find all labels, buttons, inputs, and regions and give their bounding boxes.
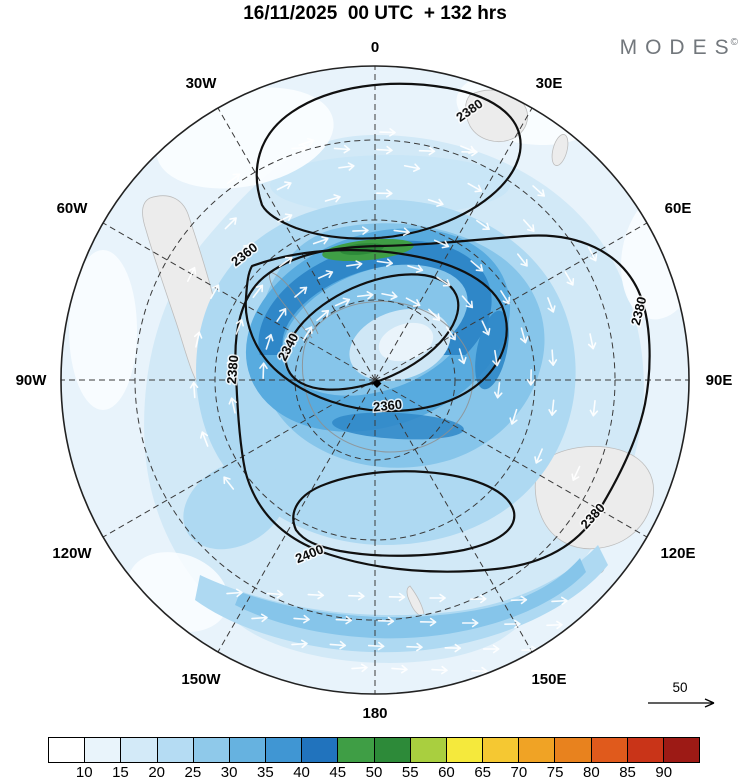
colorbar-tick-label: 55 [401, 764, 419, 781]
colorbar-cell [663, 738, 700, 762]
contour-label: 2380 [224, 355, 241, 385]
colorbar-tick-label: 60 [438, 764, 455, 781]
contour-2380-ring [234, 234, 651, 573]
colorbar-tick-label: 35 [256, 764, 274, 781]
contour-2340 [284, 273, 460, 391]
polar-stereographic-map: 2380 2360 2340 2360 2380 2380 2380 2400 … [16, 39, 733, 722]
map-disc: 2380 2360 2340 2360 2380 2380 2380 2400 [61, 66, 689, 694]
contour-2400 [292, 470, 516, 557]
colorbar-cell [627, 738, 664, 762]
wind-vector-arrows [186, 128, 599, 676]
longitude-label: 120E [660, 545, 695, 562]
colorbar-tick-label: 15 [112, 764, 129, 781]
vector-reference-key: 50 [648, 680, 715, 708]
contour-2380-north-loop [255, 82, 522, 240]
longitude-label: 30E [536, 75, 563, 92]
colorbar-tick-label: 70 [510, 764, 528, 781]
contour-2360 [244, 248, 508, 413]
colorbar-cell [446, 738, 484, 762]
map-boundary-circle [60, 65, 690, 695]
vector-reference-arrow [648, 698, 715, 708]
colorbar-cell [338, 738, 375, 762]
colorbar-cell [193, 738, 230, 762]
australia [534, 446, 654, 550]
colorbar-cell [266, 738, 303, 762]
height-contours [234, 82, 651, 573]
longitude-label: 60E [665, 200, 692, 217]
colorbar-tick-labels: 10 15 20 25 30 35 40 45 50 55 60 65 70 75 80 85 90 [48, 764, 700, 782]
longitude-label: 180 [362, 705, 387, 722]
colorbar [48, 737, 700, 763]
colorbar-tick-label: 75 [546, 764, 564, 781]
colorbar-tick-label: 45 [329, 764, 347, 781]
vector-reference-label: 50 [672, 680, 687, 695]
contour-label: 2360 [372, 397, 402, 415]
colorbar-cell [49, 738, 86, 762]
colorbar-cell [519, 738, 556, 762]
colorbar-cell [591, 738, 628, 762]
longitude-label: 120W [52, 545, 92, 562]
colorbar-cell [157, 738, 194, 762]
colorbar-tick-label: 80 [582, 764, 600, 781]
graticule [61, 66, 689, 694]
chart-title: 16/11/2025 00 UTC + 132 hrs [243, 3, 507, 24]
pole-marker [372, 379, 382, 388]
longitude-label: 150E [531, 671, 566, 688]
colorbar-cell [229, 738, 267, 762]
longitude-label: 30W [186, 75, 218, 92]
longitude-label: 90W [16, 372, 48, 389]
colorbar-cell [374, 738, 411, 762]
longitude-label: 0 [371, 39, 379, 56]
colorbar-tick-label: 40 [293, 764, 310, 781]
longitude-label: 90E [706, 372, 733, 389]
colorbar-cell [121, 738, 158, 762]
colorbar-tick-label: 85 [619, 764, 636, 781]
modes-logo: MODES© [620, 36, 738, 60]
colorbar-tick-label: 30 [220, 764, 238, 781]
colorbar-cell [555, 738, 592, 762]
colorbar-tick-label: 10 [75, 764, 93, 781]
colorbar-tick-label: 25 [184, 764, 202, 781]
new-zealand-north [406, 585, 425, 616]
madagascar [551, 134, 569, 166]
colorbar-tick-label: 90 [655, 764, 673, 781]
colorbar-tick-label: 65 [474, 764, 491, 781]
colorbar-cell [302, 738, 339, 762]
copyright-mark: © [730, 37, 738, 48]
colorbar-cell [85, 738, 122, 762]
longitude-label: 60W [57, 200, 89, 217]
colorbar-cell [483, 738, 520, 762]
colorbar-cell [410, 738, 447, 762]
colorbar-tick-label: 20 [148, 764, 165, 781]
colorbar-tick-label: 50 [365, 764, 383, 781]
modes-logo-text: MODES [619, 36, 737, 59]
longitude-labels: 0 30E 60E 90E 120E 150E 180 150W 120W 90… [16, 39, 733, 722]
longitude-label: 150W [181, 671, 221, 688]
wind-speed-bands [183, 199, 608, 653]
